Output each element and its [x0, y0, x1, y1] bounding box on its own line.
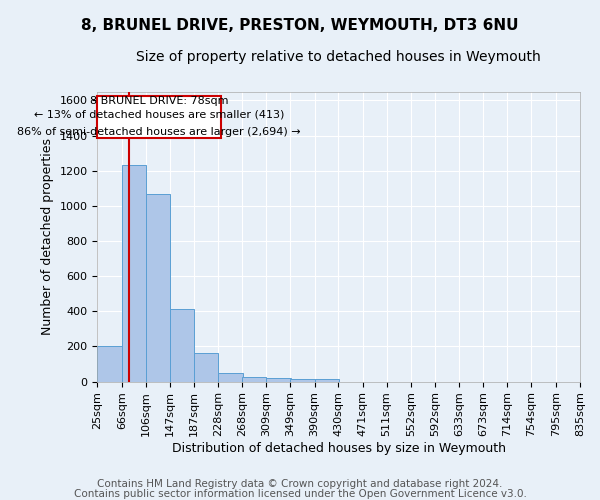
Bar [266, 378, 291, 382]
Bar [290, 379, 314, 382]
Bar [194, 352, 218, 382]
Text: 86% of semi-detached houses are larger (2,694) →: 86% of semi-detached houses are larger (… [17, 127, 301, 137]
Text: Contains public sector information licensed under the Open Government Licence v3: Contains public sector information licen… [74, 489, 526, 499]
Bar [242, 376, 266, 382]
Title: Size of property relative to detached houses in Weymouth: Size of property relative to detached ho… [136, 50, 541, 64]
Bar [146, 194, 170, 382]
X-axis label: Distribution of detached houses by size in Weymouth: Distribution of detached houses by size … [172, 442, 506, 455]
Text: ← 13% of detached houses are smaller (413): ← 13% of detached houses are smaller (41… [34, 110, 284, 120]
Text: 8, BRUNEL DRIVE, PRESTON, WEYMOUTH, DT3 6NU: 8, BRUNEL DRIVE, PRESTON, WEYMOUTH, DT3 … [81, 18, 519, 32]
Text: Contains HM Land Registry data © Crown copyright and database right 2024.: Contains HM Land Registry data © Crown c… [97, 479, 503, 489]
Bar [97, 346, 122, 382]
Bar [170, 308, 194, 382]
Bar [314, 379, 339, 382]
Y-axis label: Number of detached properties: Number of detached properties [41, 138, 54, 335]
Bar [218, 373, 242, 382]
Text: 8 BRUNEL DRIVE: 78sqm: 8 BRUNEL DRIVE: 78sqm [90, 96, 228, 106]
Bar [97, 96, 221, 138]
Bar [122, 166, 146, 382]
